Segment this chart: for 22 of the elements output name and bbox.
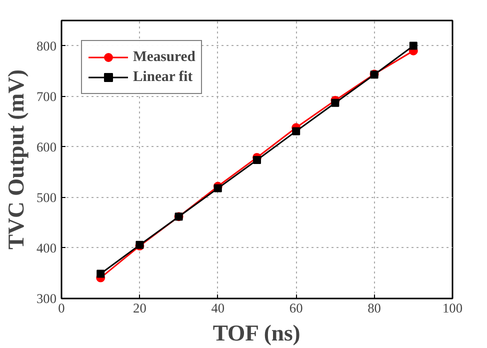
y-tick-label: 500 (36, 190, 57, 205)
x-tick-label: 20 (133, 300, 147, 316)
x-tick-label: 0 (58, 300, 66, 316)
y-tick-label: 700 (36, 88, 57, 104)
x-tick-label: 40 (211, 300, 225, 316)
legend-label: Linear fit (133, 68, 193, 86)
x-tick-label: 80 (368, 300, 382, 316)
legend-label: Measured (133, 48, 196, 66)
point (409, 42, 418, 50)
point (292, 127, 300, 136)
y-tick-label: 600 (36, 139, 57, 154)
y-axis-title: TVC Output (mV) (4, 70, 29, 250)
y-tick-label: 300 (36, 291, 57, 306)
x-tick-label: 60 (289, 300, 304, 316)
x-axis-title: TOF (ns) (212, 320, 300, 346)
point (214, 184, 222, 192)
x-tick-label: 100 (442, 300, 463, 316)
point (253, 156, 261, 164)
y-tick-label: 800 (36, 38, 57, 54)
y-tick-label: 400 (36, 240, 57, 256)
point (96, 270, 105, 278)
point (331, 98, 340, 107)
